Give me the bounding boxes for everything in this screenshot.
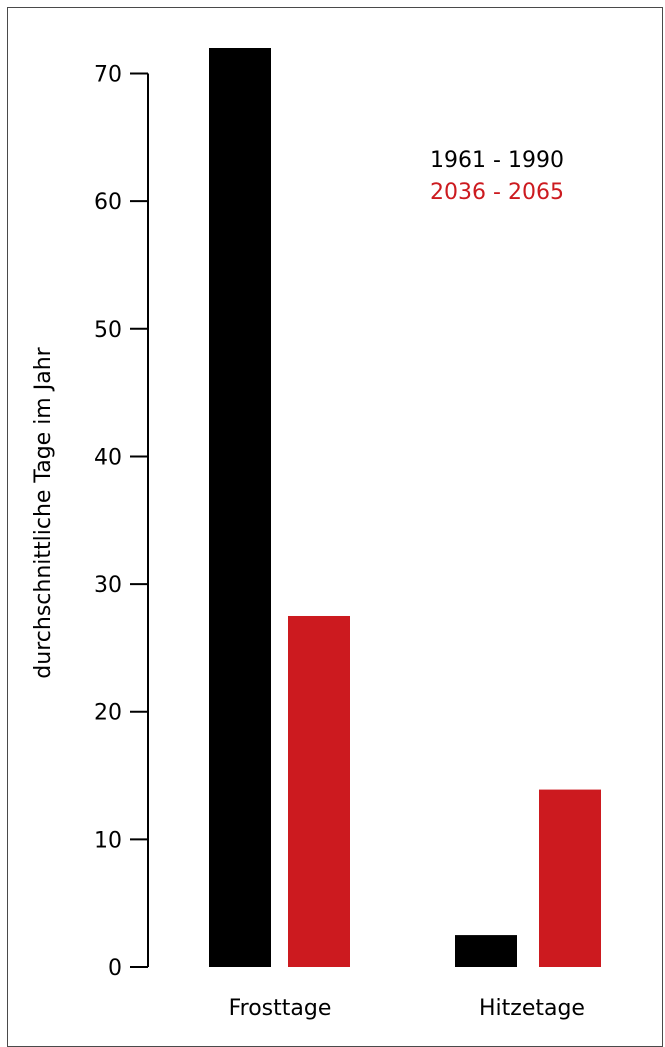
bar-frosttage-series-2 (288, 615, 350, 967)
category-label-frosttage: Frosttage (229, 996, 332, 1021)
y-tick-label: 70 (94, 63, 122, 88)
bars (209, 48, 601, 967)
y-tick-label: 50 (94, 318, 122, 343)
legend-entry-2: 2036 - 2065 (430, 180, 564, 205)
y-tick-label: 40 (94, 445, 122, 470)
y-tick-label: 30 (94, 573, 122, 598)
y-tick-label: 60 (94, 190, 122, 215)
bar-hitzetage-series-1 (455, 935, 517, 967)
legend: 1961 - 1990 2036 - 2065 (430, 148, 564, 205)
y-axis-label: durchschnittliche Tage im Jahr (31, 346, 56, 678)
y-tick-label: 20 (94, 701, 122, 726)
category-labels: Frosttage Hitzetage (229, 996, 585, 1021)
legend-entry-1: 1961 - 1990 (430, 148, 564, 173)
y-axis: 0 10 20 30 40 50 60 70 (94, 63, 149, 981)
category-label-hitzetage: Hitzetage (479, 996, 585, 1021)
y-tick-label: 0 (108, 956, 122, 981)
bar-frosttage-series-1 (209, 48, 271, 967)
bar-hitzetage-series-2 (539, 789, 601, 967)
y-tick-label: 10 (94, 828, 122, 853)
